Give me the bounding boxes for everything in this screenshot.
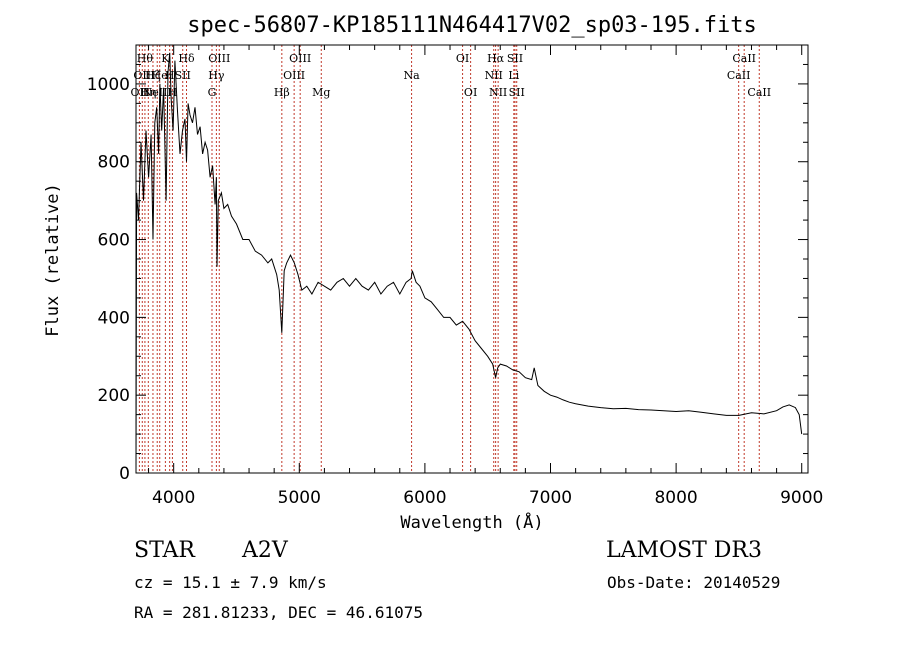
spectral-line-label: OIII <box>283 69 305 82</box>
redshift-velocity: cz = 15.1 ± 7.9 km/s <box>134 573 327 592</box>
y-tick-label: 400 <box>98 308 130 328</box>
spectral-line-label: Hη <box>140 86 156 99</box>
object-class: STAR <box>134 538 195 563</box>
x-tick-label: 6000 <box>403 488 446 508</box>
x-tick-label: 8000 <box>654 488 697 508</box>
x-axis-label: Wavelength (Å) <box>400 511 543 533</box>
y-axis-label: Flux (relative) <box>43 183 63 337</box>
x-axis-ticks: 4000 5000 6000 7000 8000 9000 <box>148 45 823 508</box>
sky-coordinates: RA = 281.81233, DEC = 46.61075 <box>134 603 423 622</box>
x-tick-label: 9000 <box>780 488 823 508</box>
spectral-line-label: Hζ <box>145 69 161 82</box>
spectral-line-label: NeIII <box>143 86 172 99</box>
spectral-line-label: Hδ <box>178 52 195 65</box>
y-tick-label: 200 <box>98 386 130 406</box>
x-tick-label: 4000 <box>152 488 195 508</box>
spectral-line-label: K <box>161 52 170 65</box>
survey-name: LAMOST DR3 <box>606 538 762 563</box>
spectral-line-label: Hβ <box>274 86 290 99</box>
object-subclass: A2V <box>242 538 288 563</box>
spectral-line-labels: OIIOIIHθHηHζNeIIIHeKHHSIIHδGHγOIIIHβOIII… <box>131 52 772 99</box>
spectral-line-label: NII <box>489 86 507 99</box>
spectral-line-label: Hγ <box>208 69 225 82</box>
x-tick-label: 7000 <box>529 488 572 508</box>
spectral-line-label: Mg <box>312 86 330 99</box>
spectral-line-markers <box>138 45 760 473</box>
spectral-line-label: CaII <box>732 52 756 65</box>
y-tick-label: 0 <box>119 464 130 484</box>
spectral-line-label: CaII <box>727 69 751 82</box>
spectral-line-label: SII <box>507 52 523 65</box>
y-tick-label: 600 <box>98 231 130 251</box>
spectral-line-label: Hθ <box>137 52 154 65</box>
y-tick-label: 800 <box>98 153 130 173</box>
spectrum-line <box>135 52 803 474</box>
spectral-line-label: OII <box>133 69 151 82</box>
spectral-line-label: Li <box>508 69 519 82</box>
spectral-line-label: Hα <box>487 52 505 65</box>
x-tick-label: 5000 <box>278 488 321 508</box>
spectral-line-label: OIII <box>208 52 230 65</box>
y-tick-label: 1000 <box>87 75 130 95</box>
y-axis-ticks: 0 200 400 600 800 1000 <box>87 63 808 484</box>
spectral-line-label: CaII <box>747 86 771 99</box>
spectral-line-label: H <box>168 86 178 99</box>
spectral-line-label: OIII <box>289 52 311 65</box>
chart-title: spec-56807-KP185111N464417V02_sp03-195.f… <box>187 13 757 38</box>
spectral-line-label: OII <box>131 86 149 99</box>
spectral-line-label: H <box>165 69 175 82</box>
spectral-line-label: OI <box>456 52 469 65</box>
spectral-line-label: NII <box>485 69 503 82</box>
observation-date: Obs-Date: 20140529 <box>607 573 781 592</box>
spectral-line-label: G <box>208 86 217 99</box>
spectral-line-label: Na <box>403 69 420 82</box>
plot-frame <box>135 44 809 474</box>
spectral-line-label: OI <box>464 86 477 99</box>
spectral-line-label: SII <box>509 86 525 99</box>
spectral-line-label: He <box>152 69 168 82</box>
spectral-line-label: SII <box>175 69 191 82</box>
